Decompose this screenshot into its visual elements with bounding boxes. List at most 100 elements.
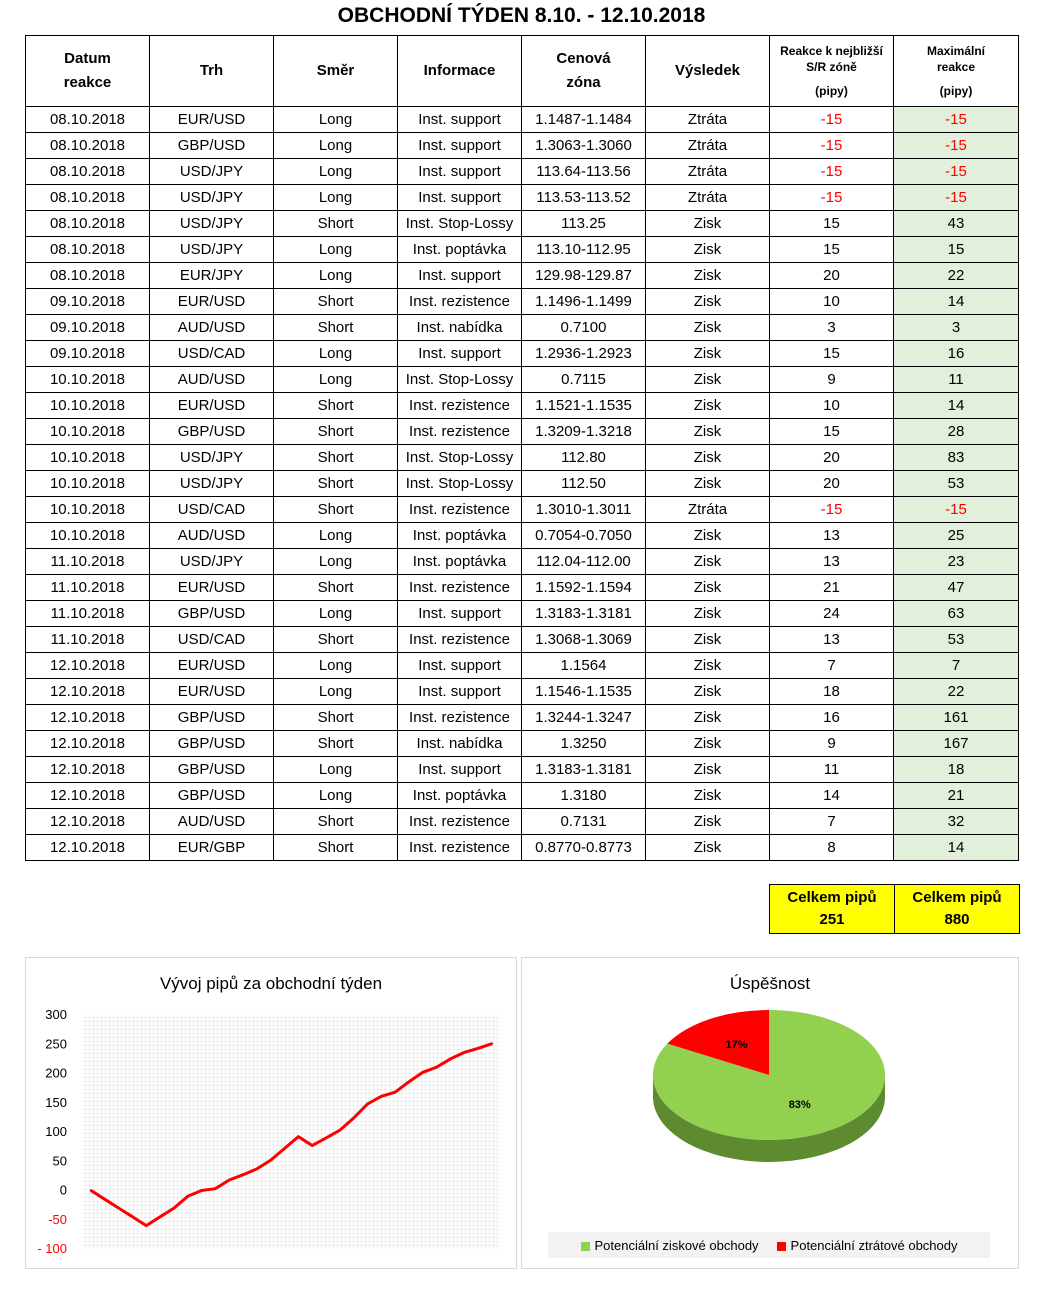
page-title: OBCHODNÍ TÝDEN 8.10. - 12.10.2018: [337, 4, 706, 27]
cell-info: Inst. support: [397, 340, 522, 367]
cell-direction: Short: [273, 626, 398, 653]
cell-market: USD/CAD: [149, 496, 274, 523]
header-date: Datum reakce: [25, 35, 150, 107]
cell-reaction: 15: [769, 418, 894, 445]
header-zone: Cenová zóna: [521, 35, 646, 107]
cell-info: Inst. nabídka: [397, 730, 522, 757]
table-row: 08.10.2018 EUR/JPY Long Inst. support 129.98…: [25, 262, 1019, 289]
cell-direction: Long: [273, 158, 398, 185]
cell-result: Zisk: [645, 522, 770, 549]
cell-price-zone: 113.10-112.95: [521, 236, 646, 263]
cell-max-reaction: 25: [893, 522, 1019, 549]
cell-reaction: -15: [769, 132, 894, 159]
header-market: Trh: [149, 35, 274, 107]
cell-direction: Short: [273, 808, 398, 835]
line-chart: 300 250 200 150 100 50 0 -50 - 100: [37, 1007, 500, 1256]
cell-date: 12.10.2018: [25, 730, 150, 757]
table-row: 08.10.2018 USD/JPY Long Inst. poptávka 113.1…: [25, 236, 1019, 263]
line-point: [435, 1065, 438, 1069]
table-row: 10.10.2018 AUD/USD Long Inst. Stop-Lossy 0.7…: [25, 366, 1019, 393]
cell-market: EUR/USD: [149, 678, 274, 705]
y-tick-label: 200: [45, 1066, 67, 1081]
cell-direction: Long: [273, 340, 398, 367]
header-row: Datum reakce Trh Směr Informace Cenová zón…: [25, 35, 1019, 107]
cell-market: GBP/USD: [149, 730, 274, 757]
cell-reaction: 13: [769, 548, 894, 575]
cell-info: Inst. Stop-Lossy: [397, 444, 522, 471]
cell-reaction: 20: [769, 470, 894, 497]
table-row: 10.10.2018 EUR/USD Short Inst. rezistence 1.…: [25, 392, 1019, 419]
line-point: [186, 1195, 189, 1198]
cell-market: AUD/USD: [149, 808, 274, 835]
cell-direction: Short: [273, 418, 398, 445]
line-point: [366, 1102, 369, 1106]
line-point: [476, 1047, 480, 1050]
cell-price-zone: 129.98-129.87: [521, 262, 646, 289]
cell-direction: Long: [273, 184, 398, 211]
cell-date: 11.10.2018: [25, 600, 150, 627]
table-row: 10.10.2018 USD/CAD Short Inst. rezistence 1.…: [25, 496, 1019, 523]
cell-max-reaction: 28: [893, 418, 1019, 445]
line-point: [407, 1080, 411, 1083]
cell-price-zone: 112.80: [521, 444, 646, 471]
cell-result: Zisk: [645, 366, 770, 393]
cell-reaction: 8: [769, 834, 894, 861]
totals-table: Celkem pipů 251 Celkem pipů 880: [769, 884, 1020, 934]
cell-info: Inst. Stop-Lossy: [397, 366, 522, 393]
cell-date: 10.10.2018: [25, 444, 150, 471]
cell-info: Inst. support: [397, 184, 522, 211]
line-point: [421, 1071, 425, 1074]
cell-result: Ztráta: [645, 496, 770, 523]
cell-result: Zisk: [645, 730, 770, 757]
cell-date: 10.10.2018: [25, 522, 150, 549]
cell-direction: Long: [273, 678, 398, 705]
cell-market: EUR/JPY: [149, 262, 274, 289]
cell-date: 10.10.2018: [25, 496, 150, 523]
cell-market: AUD/USD: [149, 366, 274, 393]
cell-direction: Long: [273, 236, 398, 263]
cell-price-zone: 1.1564: [521, 652, 646, 679]
cell-info: Inst. rezistence: [397, 808, 522, 835]
pie-legend: Potenciální ziskové obchody Potenciální …: [548, 1232, 990, 1258]
table-row: 11.10.2018 USD/JPY Long Inst. poptávka 112.0…: [25, 548, 1019, 575]
cell-direction: Short: [273, 392, 398, 419]
table-row: 09.10.2018 EUR/USD Short Inst. rezistence 1.…: [25, 288, 1019, 315]
cell-market: EUR/USD: [149, 392, 274, 419]
cell-info: Inst. rezistence: [397, 626, 522, 653]
cell-date: 10.10.2018: [25, 418, 150, 445]
cell-reaction: 15: [769, 340, 894, 367]
cell-price-zone: 113.25: [521, 210, 646, 237]
cell-info: Inst. poptávka: [397, 236, 522, 263]
cell-date: 12.10.2018: [25, 704, 150, 731]
cell-price-zone: 113.53-113.52: [521, 184, 646, 211]
line-chart-title: Vývoj pipů za obchodní týden: [159, 974, 383, 993]
cell-info: Inst. rezistence: [397, 704, 522, 731]
cell-date: 09.10.2018: [25, 288, 150, 315]
cell-price-zone: 1.3068-1.3069: [521, 626, 646, 653]
cell-max-reaction: 83: [893, 444, 1019, 471]
header-result: Výsledek: [645, 35, 770, 107]
cell-reaction: 10: [769, 392, 894, 419]
line-point: [200, 1189, 203, 1192]
cell-direction: Long: [273, 782, 398, 809]
cell-max-reaction: 53: [893, 626, 1019, 653]
line-point: [311, 1144, 314, 1147]
pie-slice-loss: [667, 1010, 769, 1075]
cell-result: Zisk: [645, 782, 770, 809]
table-row: 11.10.2018 GBP/USD Long Inst. support 1.3183…: [25, 600, 1019, 627]
cell-date: 12.10.2018: [25, 834, 150, 861]
cell-max-reaction: -15: [893, 496, 1019, 523]
cell-info: Inst. Stop-Lossy: [397, 470, 522, 497]
cell-reaction: 15: [769, 210, 894, 237]
y-tick-label: 250: [45, 1036, 67, 1051]
cell-direction: Short: [273, 496, 398, 523]
cell-max-reaction: -15: [893, 184, 1019, 211]
cell-date: 11.10.2018: [25, 574, 150, 601]
table-row: 08.10.2018 USD/JPY Short Inst. Stop-Lossy 11…: [25, 210, 1019, 237]
cell-reaction: 24: [769, 600, 894, 627]
cell-info: Inst. support: [397, 600, 522, 627]
cell-info: Inst. poptávka: [397, 782, 522, 809]
legend-swatch-win: [580, 1241, 590, 1251]
cell-max-reaction: 32: [893, 808, 1019, 835]
cell-reaction: 11: [769, 756, 894, 783]
